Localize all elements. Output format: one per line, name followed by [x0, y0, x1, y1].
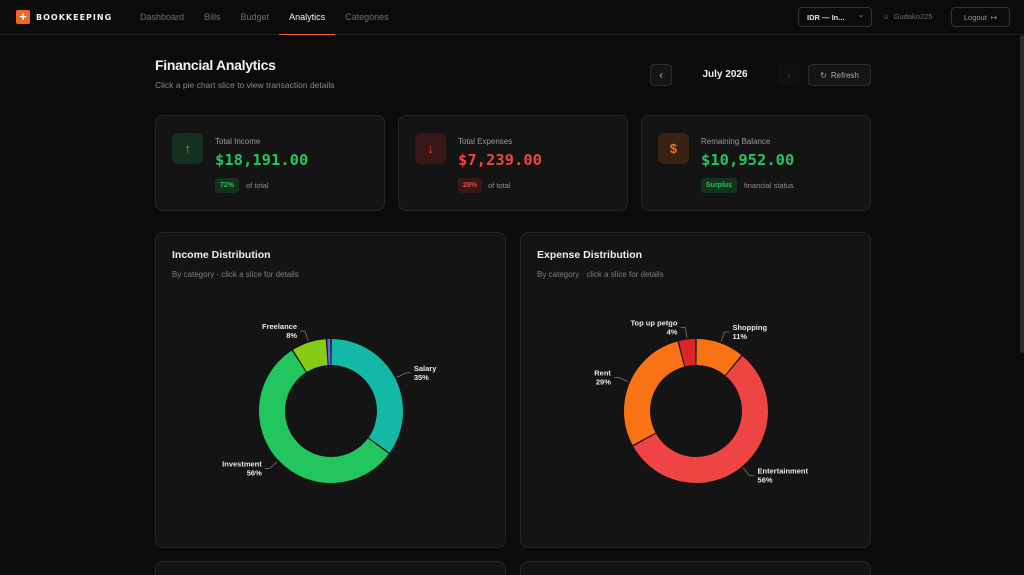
previous-month-button[interactable]: ‹ [650, 64, 672, 86]
slice-leader-line [300, 330, 309, 341]
nav-item-analytics[interactable]: Analytics [279, 0, 336, 35]
refresh-button[interactable]: ↻ Refresh [808, 64, 871, 86]
slice-leader-line [264, 461, 278, 469]
page-title: Financial Analytics [155, 57, 276, 73]
slice-percent: 56% [758, 476, 773, 485]
refresh-icon: ↻ [820, 70, 827, 80]
slice-leader-line [396, 372, 411, 378]
slice-percent: 11% [732, 332, 747, 341]
arrow-down-icon: ↓ [415, 133, 446, 164]
total-income-label: Total Income [215, 137, 261, 146]
slice-label: Freelance [262, 322, 297, 331]
app-logo[interactable]: + BOOKKEEPING [16, 10, 112, 24]
slice-label: Entertainment [758, 467, 809, 476]
current-month: July 2026 [702, 69, 748, 80]
nav-item-bills[interactable]: Bills [204, 12, 221, 22]
nav-item-dashboard[interactable]: Dashboard [140, 12, 185, 22]
page-subtitle: Click a pie chart slice to view transact… [155, 80, 335, 90]
balance-status-note: financial status [744, 181, 794, 190]
arrow-up-icon: ↑ [172, 133, 203, 164]
total-income-card: ↑ Total Income $18,191.00 72% of total [155, 115, 385, 211]
currency-value: IDR — In... [807, 12, 845, 22]
income-share-badge: 72% [215, 178, 240, 193]
income-chart-title: Income Distribution [172, 249, 271, 261]
slice-percent: 56% [247, 469, 262, 478]
slice-percent: 8% [286, 331, 297, 340]
total-expenses-card: ↓ Total Expenses $7,239.00 28% of total [398, 115, 628, 211]
logout-button[interactable]: Logout ↦ [951, 7, 1010, 27]
refresh-label: Refresh [830, 70, 859, 80]
pie-slice-other[interactable] [327, 339, 331, 366]
slice-label: Shopping [732, 323, 767, 332]
dollar-icon: $ [658, 133, 689, 164]
slice-label: Investment [222, 460, 262, 469]
remaining-balance-card: $ Remaining Balance $10,952.00 Surplus f… [641, 115, 871, 211]
income-share-note: of total [246, 181, 269, 190]
expense-share-note: of total [488, 181, 511, 190]
remaining-balance-label: Remaining Balance [701, 137, 771, 146]
lower-panel-right [520, 561, 871, 575]
top-navbar: + BOOKKEEPING Dashboard Bills Budget Ana… [0, 0, 1024, 35]
slice-label: Salary [414, 364, 437, 373]
nav-item-budget[interactable]: Budget [240, 12, 270, 22]
plus-icon: + [16, 10, 30, 24]
income-distribution-panel: Income Distribution By category · click … [155, 232, 506, 548]
pie-slice-freelance[interactable] [293, 339, 328, 372]
pie-slice-top-up-petgo[interactable] [678, 339, 696, 367]
status-badge: Surplus [701, 178, 738, 193]
slice-leader-line [720, 331, 730, 342]
currency-select[interactable]: IDR — In... ⌄ [798, 7, 872, 27]
slice-leader-line [742, 467, 755, 477]
chevron-down-icon: ⌄ [858, 12, 864, 19]
pie-slice-entertainment[interactable] [633, 356, 768, 483]
slice-leader-line [680, 327, 688, 338]
lower-panel-left [155, 561, 506, 575]
logout-icon: ↦ [990, 12, 998, 22]
main-nav: Dashboard Bills Budget Analytics Categor… [130, 0, 399, 35]
pie-slice-shopping[interactable] [696, 339, 742, 376]
slice-leader-line [613, 377, 629, 382]
total-expenses-label: Total Expenses [458, 137, 513, 146]
pie-slice-investment[interactable] [258, 350, 389, 484]
app-name: BOOKKEEPING [36, 12, 113, 22]
total-expenses-value: $7,239.00 [458, 151, 542, 169]
next-month-button[interactable]: › [778, 64, 800, 86]
slice-percent: 35% [414, 373, 429, 382]
user-icon: ☺ [882, 12, 890, 21]
remaining-balance-value: $10,952.00 [701, 151, 795, 169]
user-info: ☺ Gudako225 [882, 12, 932, 21]
chevron-right-icon: › [787, 69, 791, 81]
slice-label: Rent [594, 369, 611, 378]
income-chart-subtitle: By category · click a slice for details [172, 270, 299, 279]
nav-item-categories[interactable]: Categories [345, 12, 389, 22]
expense-chart-title: Expense Distribution [537, 249, 643, 261]
total-income-value: $18,191.00 [215, 151, 309, 169]
pie-slice-salary[interactable] [331, 339, 403, 453]
logout-label: Logout [963, 12, 987, 22]
expense-distribution-panel: Expense Distribution By category · click… [520, 232, 871, 548]
chevron-left-icon: ‹ [659, 69, 663, 81]
slice-label: Top up petgo [631, 319, 678, 328]
slice-percent: 4% [667, 328, 678, 337]
username: Gudako225 [893, 12, 933, 21]
expense-chart-subtitle: By category · click a slice for details [537, 270, 664, 279]
expense-share-badge: 28% [458, 178, 483, 193]
slice-percent: 29% [596, 378, 611, 387]
page-scrollbar[interactable] [1020, 35, 1024, 353]
pie-slice-rent[interactable] [624, 341, 685, 446]
